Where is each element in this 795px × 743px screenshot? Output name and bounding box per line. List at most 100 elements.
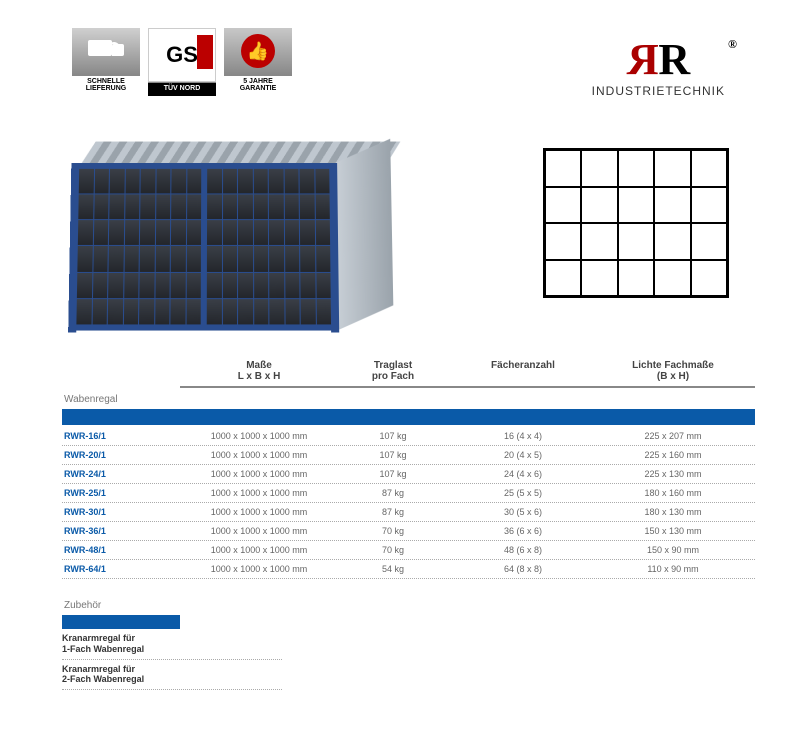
gs-badge: GS TÜV NORD [148,28,216,96]
cell-count: 36 (6 x 6) [448,526,598,536]
compartment-grid-diagram [543,148,729,298]
cell-load: 87 kg [338,488,448,498]
th-count: Fächeranzahl [491,360,555,371]
table-title-bar [62,409,755,425]
cell-dim: 1000 x 1000 x 1000 mm [180,469,338,479]
cell-dim: 1000 x 1000 x 1000 mm [180,545,338,555]
cell-clear: 150 x 130 mm [598,526,748,536]
grid-cell [654,260,690,297]
cell-model: RWR-20/1 [62,450,180,460]
gs-badge-label: TÜV NORD [148,82,216,96]
grid-cell [581,223,617,260]
grid-cell [581,187,617,224]
delivery-badge: SCHNELLELIEFERUNG [72,28,140,96]
cell-model: RWR-16/1 [62,431,180,441]
cell-clear: 180 x 130 mm [598,507,748,517]
grid-cell [654,187,690,224]
cell-load: 54 kg [338,564,448,574]
spec-table: MaßeL x B x H Traglastpro Fach Fächeranz… [62,360,755,579]
grid-cell [545,150,581,187]
grid-cell [618,150,654,187]
cell-load: 107 kg [338,450,448,460]
cell-model: RWR-48/1 [62,545,180,555]
th-dim-sub: L x B x H [238,371,281,382]
grid-cell [691,150,727,187]
cell-model: RWR-36/1 [62,526,180,536]
cell-model: RWR-25/1 [62,488,180,498]
cell-dim: 1000 x 1000 x 1000 mm [180,507,338,517]
cell-clear: 225 x 160 mm [598,450,748,460]
thumbs-up-icon: 👍 [224,28,292,75]
grid-cell [618,223,654,260]
cell-load: 87 kg [338,507,448,517]
grid-cell [545,260,581,297]
brand-r2: R [658,38,690,82]
cell-count: 30 (5 x 6) [448,507,598,517]
cell-dim: 1000 x 1000 x 1000 mm [180,431,338,441]
registered-icon: ® [728,38,737,50]
accessory-row: Kranarmregal für2-Fach Wabenregal [62,660,282,691]
table-row: RWR-30/11000 x 1000 x 1000 mm87 kg30 (5 … [62,503,755,522]
accessories-title-bar [62,615,180,629]
table-row: RWR-64/11000 x 1000 x 1000 mm54 kg64 (8 … [62,560,755,579]
grid-cell [545,187,581,224]
grid-cell [618,260,654,297]
grid-cell [654,223,690,260]
table-row: RWR-16/11000 x 1000 x 1000 mm107 kg16 (4… [62,427,755,446]
th-dim: Maße [246,360,272,371]
cell-clear: 225 x 207 mm [598,431,748,441]
table-header-row: MaßeL x B x H Traglastpro Fach Fächeranz… [62,360,755,386]
cell-clear: 225 x 130 mm [598,469,748,479]
cell-model: RWR-30/1 [62,507,180,517]
grid-cell [545,223,581,260]
cell-count: 25 (5 x 5) [448,488,598,498]
table-row: RWR-25/11000 x 1000 x 1000 mm87 kg25 (5 … [62,484,755,503]
cell-count: 64 (8 x 8) [448,564,598,574]
cell-dim: 1000 x 1000 x 1000 mm [180,526,338,536]
table-row: RWR-24/11000 x 1000 x 1000 mm107 kg24 (4… [62,465,755,484]
grid-cell [581,260,617,297]
grid-cell [691,187,727,224]
cell-load: 107 kg [338,469,448,479]
cell-model: RWR-24/1 [62,469,180,479]
cell-load: 70 kg [338,526,448,536]
th-clear: Lichte Fachmaße [632,360,714,371]
warranty-badge-label: 5 JAHREGARANTIE [224,75,292,96]
section-label: Wabenregal [62,388,755,409]
warranty-badge: 👍 5 JAHREGARANTIE [224,28,292,96]
cell-count: 20 (4 x 5) [448,450,598,460]
delivery-badge-label: SCHNELLELIEFERUNG [72,75,140,96]
cell-count: 48 (6 x 8) [448,545,598,555]
gs-icon: GS [148,28,216,82]
cell-dim: 1000 x 1000 x 1000 mm [180,488,338,498]
rack-front [70,163,337,331]
certification-badges: SCHNELLELIEFERUNG GS TÜV NORD 👍 5 JAHREG… [72,28,292,96]
cell-dim: 1000 x 1000 x 1000 mm [180,450,338,460]
grid-cell [581,150,617,187]
grid-cell [618,187,654,224]
th-clear-sub: (B x H) [657,371,689,382]
accessories-section: Zubehör Kranarmregal für1-Fach Wabenrega… [62,588,282,690]
grid-cell [654,150,690,187]
cell-clear: 110 x 90 mm [598,564,748,574]
cell-load: 107 kg [338,431,448,441]
table-row: RWR-48/11000 x 1000 x 1000 mm70 kg48 (6 … [62,541,755,560]
cell-clear: 150 x 90 mm [598,545,748,555]
brand-subtitle: INDUSTRIETECHNIK [592,84,725,98]
th-load: Traglast [374,360,412,371]
cell-count: 16 (4 x 4) [448,431,598,441]
brand-logo: RR ® INDUSTRIETECHNIK [592,38,725,98]
cell-count: 24 (4 x 6) [448,469,598,479]
table-row: RWR-36/11000 x 1000 x 1000 mm70 kg36 (6 … [62,522,755,541]
truck-icon [72,28,140,75]
cell-model: RWR-64/1 [62,564,180,574]
cell-clear: 180 x 160 mm [598,488,748,498]
table-row: RWR-20/11000 x 1000 x 1000 mm107 kg20 (4… [62,446,755,465]
brand-r1: R [627,38,659,82]
accessory-row: Kranarmregal für1-Fach Wabenregal [62,629,282,660]
cell-dim: 1000 x 1000 x 1000 mm [180,564,338,574]
grid-cell [691,223,727,260]
th-load-sub: pro Fach [372,371,414,382]
cell-load: 70 kg [338,545,448,555]
accessories-label: Zubehör [62,588,282,615]
